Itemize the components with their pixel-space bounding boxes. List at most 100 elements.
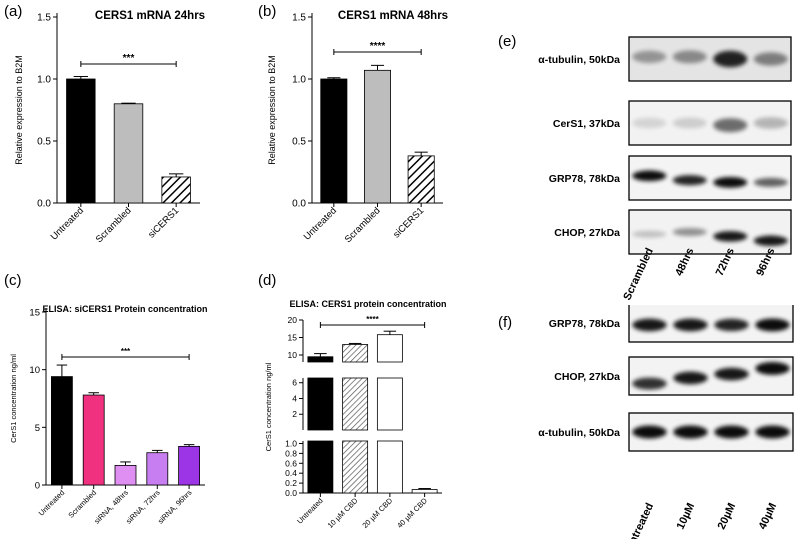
lane-label: 40µM: [757, 501, 780, 531]
x-tick-label: siRNA, 96hrs: [156, 488, 194, 526]
band: [672, 228, 707, 236]
chart-a: CERS1 mRNA 24hrs Relative expression to B…: [14, 10, 205, 245]
y-tick-label: 0.0: [285, 488, 297, 498]
significance-label: ***: [123, 53, 135, 64]
band: [672, 117, 707, 129]
x-tick-label: 40 µM CBD: [395, 496, 429, 530]
x-tick-label: Untreated: [302, 205, 339, 242]
panel-label-b: (b): [258, 3, 277, 20]
y-tick-label: 0.5: [37, 137, 51, 148]
bar: [342, 344, 369, 363]
x-tick-label: Untreated: [37, 488, 67, 518]
western-blot-e: α-tubulin, 50kDa CerS1, 37kDa GRP78, 78kDa…: [538, 36, 792, 302]
band: [753, 52, 788, 66]
bar: [376, 334, 403, 363]
y-tick-label: 5: [35, 423, 40, 434]
bar: [342, 440, 369, 494]
y-tick-label: 1.5: [292, 13, 306, 24]
band: [755, 425, 790, 439]
y-axis-label: Relative expression to B2M: [267, 55, 277, 165]
band-label: CHOP, 27kDa: [554, 371, 620, 383]
y-tick-label: 1.0: [37, 75, 51, 86]
bar: [376, 377, 403, 431]
chart-c: ELISA: siCERS1 Protein concentration CerS…: [9, 304, 208, 526]
bar: [146, 452, 169, 486]
bar: [307, 377, 334, 431]
y-axis-label: CerS1 concentration ng/ml: [264, 362, 273, 451]
band: [673, 425, 708, 439]
x-tick-label: 20 µM CBD: [360, 496, 394, 530]
band: [673, 371, 708, 385]
band: [672, 175, 707, 186]
y-tick-label: 1.0: [285, 438, 297, 448]
x-tick-label: 10 µM CBD: [326, 496, 360, 530]
band: [632, 50, 667, 63]
panel-label-a: (a): [4, 3, 23, 20]
y-tick-label: 2: [292, 409, 297, 419]
chart-d: ELISA: CERS1 protein concentration CerS1 …: [264, 299, 447, 530]
panel-label-d: (d): [258, 272, 277, 289]
band: [632, 318, 667, 332]
band-label: CerS1, 37kDa: [553, 118, 620, 130]
y-tick-label: 0.4: [285, 468, 297, 478]
band: [713, 50, 748, 68]
y-tick-label: 0: [35, 481, 40, 492]
chart-title: ELISA: CERS1 protein concentration: [289, 299, 446, 309]
y-tick-label: 10: [288, 350, 298, 360]
panel-label-f: (f): [498, 314, 513, 331]
band: [672, 50, 707, 64]
y-tick-label: 0.2: [285, 478, 297, 488]
chart-title: ELISA: siCERS1 Protein concentration: [42, 304, 207, 314]
y-tick-label: 0.0: [292, 199, 306, 210]
x-tick-label: Untreated: [295, 496, 325, 526]
y-tick-label: 15: [288, 333, 298, 343]
band: [753, 117, 788, 129]
bar: [342, 377, 369, 431]
x-tick-label: siCERS1: [391, 205, 426, 240]
significance-label: ****: [370, 41, 386, 52]
band: [632, 425, 667, 439]
x-tick-label: Scrambled: [94, 205, 134, 245]
panel-label-e: (e): [498, 33, 517, 50]
band-label: GRP78, 78kDa: [549, 318, 620, 330]
y-tick-label: 0.0: [37, 199, 51, 210]
y-axis-label: CerS1 concentration ng/ml: [9, 354, 18, 443]
panel-label-c: (c): [4, 272, 22, 289]
bar: [407, 155, 435, 204]
bar: [161, 176, 191, 204]
y-tick-label: 10: [29, 365, 40, 376]
band: [632, 377, 667, 390]
y-tick-label: 1.5: [37, 13, 51, 24]
bar: [82, 394, 105, 486]
y-tick-label: 1.0: [292, 75, 306, 86]
y-tick-label: 6: [292, 378, 297, 388]
band: [632, 170, 667, 182]
significance-label: ***: [121, 347, 131, 356]
band: [753, 235, 788, 247]
band: [713, 118, 748, 133]
x-tick-label: Untreated: [49, 205, 86, 242]
bar: [411, 489, 438, 494]
band: [713, 231, 748, 242]
western-blot-f: GRP78, 78kDa CHOP, 27kDa α-tubulin, 50kDa U…: [538, 305, 794, 539]
lane-label: Untreated: [624, 501, 657, 539]
band: [713, 177, 748, 188]
bar: [307, 356, 334, 363]
bar: [113, 103, 144, 204]
band: [673, 318, 708, 332]
significance-label: ****: [366, 315, 379, 324]
x-tick-label: Scrambled: [66, 488, 98, 520]
band: [632, 230, 667, 238]
bar: [51, 376, 73, 486]
band: [753, 177, 788, 187]
bar: [364, 69, 392, 204]
y-axis-label: Relative expression to B2M: [14, 55, 24, 165]
chart-title: CERS1 mRNA 24hrs: [95, 10, 205, 22]
band: [755, 318, 790, 332]
lane-label: 10µM: [675, 501, 698, 531]
bar: [66, 78, 96, 204]
y-tick-label: 0.6: [285, 458, 297, 468]
chart-b: CERS1 mRNA 48hrs Relative expression to B…: [267, 10, 448, 245]
bar: [178, 445, 200, 486]
y-tick-label: 4: [292, 393, 297, 403]
